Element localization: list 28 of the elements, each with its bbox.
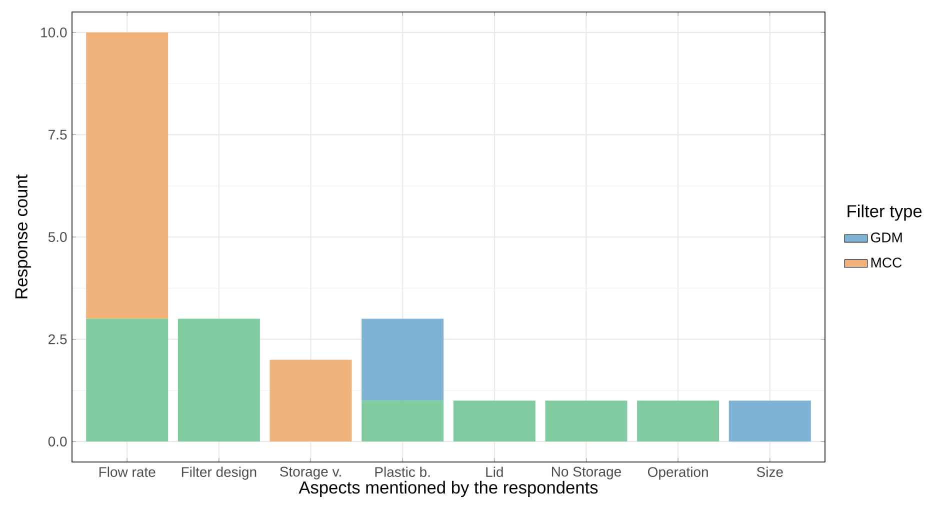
bar [178,318,260,442]
bar [728,400,811,442]
x-tick-label: Plastic b. [375,466,430,477]
bar [362,318,444,401]
legend-label: MCC [871,258,902,268]
y-axis-title: Response count [15,174,31,298]
x-tick-label: Operation [648,466,708,480]
y-tick-label: 2.5 [48,334,67,344]
x-tick-label: Storage v. [280,466,341,480]
bar [453,400,536,442]
y-tick-label: 0.0 [48,436,67,446]
bar [362,400,444,442]
x-axis-title: Aspects mentioned by the respondents [298,480,598,498]
legend-label: GDM [870,232,902,242]
legend-title: Filter type [848,204,922,221]
x-tick-label: Size [756,466,783,477]
bar [270,360,352,442]
bar [86,318,168,442]
y-tick-label: 5.0 [48,232,67,242]
x-tick-label: Flow rate [99,466,156,477]
bar [86,32,168,319]
x-tick-label: Filter design [182,466,256,480]
x-tick-label: Lid [486,466,503,477]
y-tick-label: 10.0 [41,28,67,38]
bar [545,400,628,442]
x-tick-label: No Storage [552,466,621,480]
y-tick-label: 7.5 [48,130,67,140]
bar [637,400,720,442]
